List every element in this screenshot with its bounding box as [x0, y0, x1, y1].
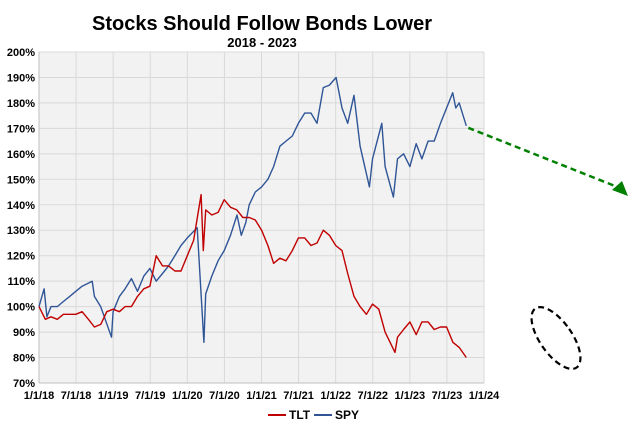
- legend-label-spy: SPY: [335, 408, 359, 422]
- x-tick-label: 1/1/18: [24, 390, 55, 402]
- series-line-tlt: [38, 193, 467, 358]
- x-tick-label: 7/1/18: [61, 390, 92, 402]
- x-tick-label: 7/1/21: [283, 390, 314, 402]
- y-tick-label: 170%: [7, 123, 35, 135]
- legend-label-tlt: TLT: [289, 408, 311, 422]
- x-tick-label: 1/1/21: [246, 390, 277, 402]
- chart-subtitle: 2018 - 2023: [227, 35, 296, 50]
- x-tick-label: 1/1/24: [469, 390, 500, 402]
- x-tick-label: 1/1/19: [98, 390, 129, 402]
- x-axis-ticks: 1/1/18 7/1/18 1/1/19 7/1/19 1/1/20 7/1/20 1/1/…: [24, 390, 500, 402]
- annotations: [467, 126, 628, 370]
- x-tick-label: 1/1/22: [320, 390, 351, 402]
- y-tick-label: 140%: [7, 200, 35, 212]
- y-tick-label: 120%: [7, 251, 35, 263]
- x-tick-label: 7/1/23: [432, 390, 463, 402]
- gridlines: [38, 51, 485, 384]
- x-tick-label: 7/1/20: [209, 390, 240, 402]
- y-tick-label: 180%: [7, 98, 35, 110]
- y-tick-label: 100%: [7, 302, 35, 314]
- y-tick-label: 150%: [7, 174, 35, 186]
- series-lines: [38, 76, 467, 358]
- y-tick-label: 200%: [7, 47, 35, 59]
- y-tick-label: 160%: [7, 149, 35, 161]
- y-tick-label: 190%: [7, 72, 35, 84]
- series-line-spy: [38, 76, 467, 343]
- dashed-arrow-line: [467, 126, 621, 190]
- y-tick-label: 130%: [7, 225, 35, 237]
- y-tick-label: 110%: [7, 276, 35, 288]
- y-tick-label: 70%: [13, 378, 35, 390]
- y-tick-label: 80%: [13, 353, 35, 365]
- dashed-ellipse: [530, 306, 582, 370]
- x-tick-label: 7/1/19: [135, 390, 166, 402]
- x-tick-label: 7/1/22: [357, 390, 388, 402]
- x-tick-label: 1/1/20: [172, 390, 203, 402]
- legend: TLT SPY: [268, 408, 359, 422]
- y-axis-ticks: 70% 80% 90% 100% 110% 120% 130% 140% 150% 160% 170…: [7, 47, 35, 390]
- x-tick-label: 1/1/23: [395, 390, 426, 402]
- arrow-head-icon: [612, 181, 628, 196]
- y-tick-label: 90%: [13, 327, 35, 339]
- chart-title: Stocks Should Follow Bonds Lower: [92, 13, 432, 35]
